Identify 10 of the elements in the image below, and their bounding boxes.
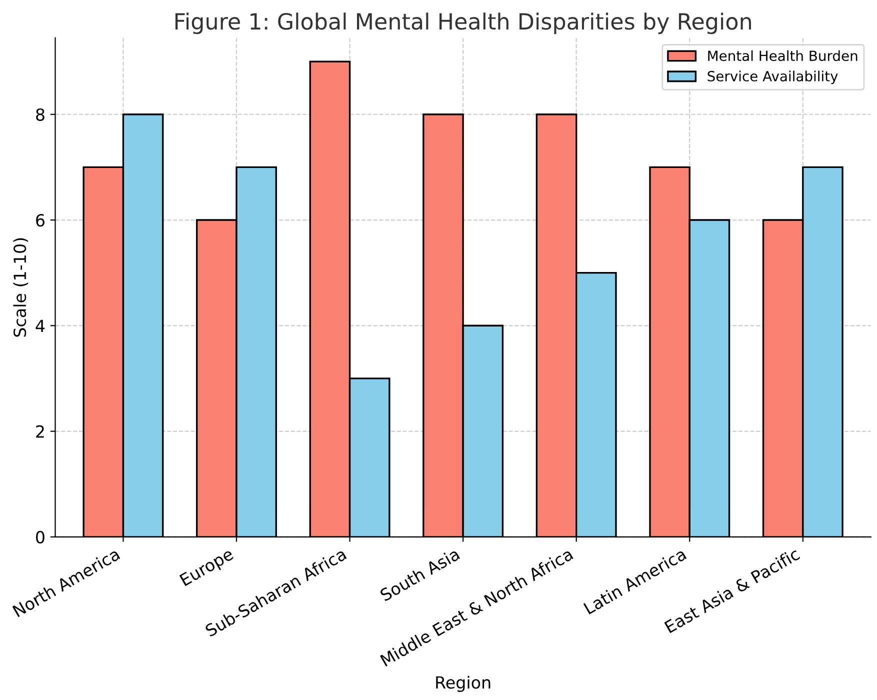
legend-label: Mental Health Burden xyxy=(708,50,858,62)
y-tick-label: 2 xyxy=(36,425,44,438)
chart-title: Figure 1: Global Mental Health Disparities by Region xyxy=(175,12,751,34)
y-tick-label: 6 xyxy=(36,214,44,227)
y-axis-title: Scale (1-10) xyxy=(13,238,28,337)
y-tick-label: 8 xyxy=(36,108,44,121)
y-tick-label: 0 xyxy=(36,530,44,544)
x-axis-title: Region xyxy=(436,676,490,692)
legend-label: Service Availability xyxy=(708,70,838,84)
y-tick-label: 4 xyxy=(36,320,45,332)
